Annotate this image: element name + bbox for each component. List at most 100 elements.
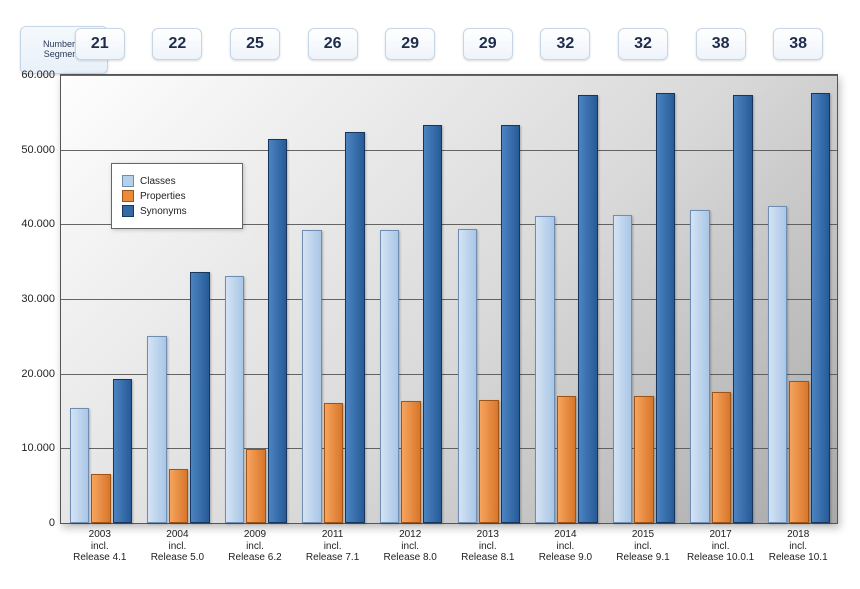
x-label-incl: incl. — [216, 541, 294, 553]
x-label-year: 2004 — [139, 529, 217, 541]
bar-classes — [690, 210, 710, 523]
legend-label-classes: Classes — [140, 176, 176, 187]
bar-synonyms — [733, 95, 753, 523]
segments-badge: 32 — [540, 28, 590, 60]
x-label-release: Release 9.1 — [604, 552, 682, 564]
x-axis-label: 2014incl.Release 9.0 — [527, 523, 605, 564]
plot-area: 2003incl.Release 4.12004incl.Release 5.0… — [60, 74, 838, 524]
bar-classes — [380, 230, 400, 523]
bar-classes — [147, 336, 167, 523]
x-label-incl: incl. — [759, 541, 837, 553]
x-label-year: 2017 — [682, 529, 760, 541]
y-tick-label: 40.000 — [21, 218, 61, 230]
x-label-year: 2011 — [294, 529, 372, 541]
bar-properties — [91, 474, 111, 523]
bar-synonyms — [656, 93, 676, 523]
legend-row-properties: Properties — [122, 190, 232, 202]
legend-label-properties: Properties — [140, 191, 186, 202]
segments-badge: 38 — [696, 28, 746, 60]
y-tick-label: 20.000 — [21, 368, 61, 380]
y-tick-label: 0 — [49, 517, 61, 529]
segments-badge: 22 — [152, 28, 202, 60]
bar-classes — [613, 215, 633, 523]
x-label-incl: incl. — [604, 541, 682, 553]
bars-layer — [61, 75, 837, 523]
x-label-year: 2013 — [449, 529, 527, 541]
bar-properties — [246, 449, 266, 523]
bar-classes — [768, 206, 788, 523]
x-label-release: Release 8.0 — [371, 552, 449, 564]
x-label-release: Release 8.1 — [449, 552, 527, 564]
legend-swatch-classes — [122, 175, 134, 187]
legend: Classes Properties Synonyms — [111, 163, 243, 229]
x-label-year: 2012 — [371, 529, 449, 541]
bar-classes — [458, 229, 478, 523]
x-axis-label: 2003incl.Release 4.1 — [61, 523, 139, 564]
y-tick-label: 10.000 — [21, 442, 61, 454]
x-label-year: 2018 — [759, 529, 837, 541]
bar-synonyms — [113, 379, 133, 523]
bar-synonyms — [268, 139, 288, 523]
bar-synonyms — [423, 125, 443, 523]
x-axis-label: 2015incl.Release 9.1 — [604, 523, 682, 564]
x-label-year: 2014 — [527, 529, 605, 541]
x-label-incl: incl. — [371, 541, 449, 553]
bar-classes — [535, 216, 555, 523]
bar-synonyms — [501, 125, 521, 523]
bar-properties — [634, 396, 654, 523]
x-label-incl: incl. — [527, 541, 605, 553]
x-label-release: Release 5.0 — [139, 552, 217, 564]
segments-badge: 21 — [75, 28, 125, 60]
x-label-year: 2009 — [216, 529, 294, 541]
legend-swatch-properties — [122, 190, 134, 202]
bar-synonyms — [190, 272, 210, 523]
x-label-incl: incl. — [61, 541, 139, 553]
bar-classes — [70, 408, 90, 523]
segments-badge: 29 — [463, 28, 513, 60]
x-axis-label: 2018incl.Release 10.1 — [759, 523, 837, 564]
x-label-year: 2003 — [61, 529, 139, 541]
segments-badge: 38 — [773, 28, 823, 60]
x-axis-label: 2013incl.Release 8.1 — [449, 523, 527, 564]
x-label-incl: incl. — [449, 541, 527, 553]
bar-classes — [225, 276, 245, 523]
x-label-release: Release 7.1 — [294, 552, 372, 564]
x-axis-label: 2009incl.Release 6.2 — [216, 523, 294, 564]
bar-properties — [169, 469, 189, 523]
bar-properties — [712, 392, 732, 523]
bar-properties — [789, 381, 809, 523]
segments-badge: 26 — [308, 28, 358, 60]
x-label-release: Release 10.0.1 — [682, 552, 760, 564]
bar-properties — [557, 396, 577, 523]
bar-synonyms — [811, 93, 831, 523]
legend-label-synonyms: Synonyms — [140, 206, 187, 217]
bar-synonyms — [578, 95, 598, 523]
bar-properties — [324, 403, 344, 523]
legend-row-classes: Classes — [122, 175, 232, 187]
x-label-incl: incl. — [682, 541, 760, 553]
segments-badge: 29 — [385, 28, 435, 60]
segments-badge: 32 — [618, 28, 668, 60]
x-label-release: Release 9.0 — [527, 552, 605, 564]
legend-swatch-synonyms — [122, 205, 134, 217]
x-label-release: Release 10.1 — [759, 552, 837, 564]
x-axis-label: 2017incl.Release 10.0.1 — [682, 523, 760, 564]
x-axis-label: 2012incl.Release 8.0 — [371, 523, 449, 564]
bar-properties — [401, 401, 421, 523]
x-label-year: 2015 — [604, 529, 682, 541]
x-label-incl: incl. — [139, 541, 217, 553]
y-tick-label: 30.000 — [21, 293, 61, 305]
bar-classes — [302, 230, 322, 523]
x-label-incl: incl. — [294, 541, 372, 553]
x-label-release: Release 6.2 — [216, 552, 294, 564]
bar-synonyms — [345, 132, 365, 523]
legend-row-synonyms: Synonyms — [122, 205, 232, 217]
y-tick-label: 60.000 — [21, 69, 61, 81]
x-axis-label: 2011incl.Release 7.1 — [294, 523, 372, 564]
chart-canvas: Number of Segments 21222526292932323838 … — [0, 0, 860, 589]
bar-properties — [479, 400, 499, 523]
segments-badge: 25 — [230, 28, 280, 60]
x-label-release: Release 4.1 — [61, 552, 139, 564]
x-axis-label: 2004incl.Release 5.0 — [139, 523, 217, 564]
y-tick-label: 50.000 — [21, 144, 61, 156]
